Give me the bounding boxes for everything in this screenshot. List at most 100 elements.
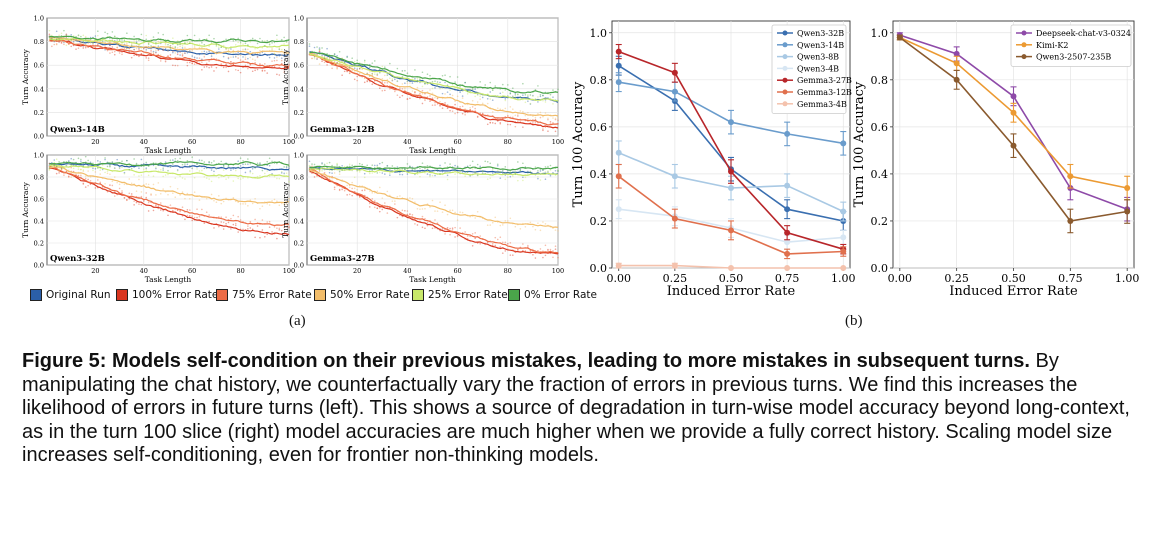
legend-label: 25% Error Rate bbox=[428, 289, 508, 301]
data-point bbox=[348, 72, 351, 75]
data-point bbox=[70, 34, 72, 36]
data-point bbox=[244, 48, 247, 50]
data-point bbox=[167, 193, 169, 196]
data-point bbox=[316, 46, 318, 48]
data-point bbox=[181, 177, 184, 179]
data-point bbox=[75, 164, 77, 167]
data-point bbox=[321, 60, 323, 62]
data-point bbox=[522, 94, 524, 96]
data-point bbox=[431, 80, 434, 83]
data-point bbox=[346, 68, 348, 70]
data-point bbox=[474, 88, 476, 91]
data-point bbox=[278, 47, 281, 50]
data-point bbox=[203, 161, 206, 163]
data-point bbox=[176, 169, 179, 171]
data-point bbox=[459, 86, 461, 88]
data-point bbox=[336, 68, 338, 70]
data-point bbox=[424, 99, 426, 102]
data-point bbox=[152, 183, 155, 186]
data-point bbox=[152, 36, 155, 38]
data-point bbox=[386, 74, 389, 76]
data-point bbox=[164, 161, 167, 163]
data-point bbox=[84, 44, 87, 46]
data-point bbox=[249, 220, 252, 223]
data-point bbox=[145, 196, 148, 199]
data-point bbox=[196, 216, 198, 219]
data-point bbox=[539, 93, 542, 96]
data-point bbox=[237, 69, 239, 72]
data-point bbox=[155, 52, 157, 54]
data-point bbox=[75, 173, 77, 176]
data-point bbox=[201, 159, 203, 162]
data-point bbox=[348, 67, 351, 69]
data-point bbox=[155, 42, 157, 44]
data-point bbox=[109, 52, 111, 54]
data-point bbox=[101, 168, 104, 171]
data-point bbox=[404, 209, 406, 212]
data-point bbox=[251, 202, 254, 205]
data-point bbox=[283, 68, 285, 71]
legend-label: Deepseek-chat-v3-0324 bbox=[1036, 29, 1131, 38]
data-point bbox=[63, 167, 65, 169]
data-point bbox=[338, 188, 341, 191]
data-point bbox=[75, 43, 77, 45]
data-point bbox=[218, 195, 220, 197]
data-point bbox=[234, 68, 237, 71]
data-point bbox=[227, 49, 230, 51]
data-point bbox=[198, 164, 201, 167]
data-point bbox=[542, 94, 544, 97]
legend-label: 100% Error Rate bbox=[132, 289, 219, 301]
data-point bbox=[411, 82, 414, 84]
data-point bbox=[507, 123, 509, 126]
data-point bbox=[118, 187, 121, 190]
data-point bbox=[167, 169, 169, 172]
data-point bbox=[259, 162, 261, 164]
data-point bbox=[271, 200, 273, 202]
data-point bbox=[186, 50, 189, 53]
data-point bbox=[373, 73, 376, 76]
data-point bbox=[266, 221, 269, 223]
data-point bbox=[361, 68, 364, 71]
data-point bbox=[176, 43, 179, 46]
data-point bbox=[326, 52, 328, 55]
data-point bbox=[373, 78, 376, 81]
data-point bbox=[552, 122, 554, 124]
data-point bbox=[276, 200, 278, 203]
data-point bbox=[276, 73, 278, 76]
data-point bbox=[157, 207, 160, 210]
data-point bbox=[164, 48, 167, 50]
data-point bbox=[519, 168, 522, 171]
data-point bbox=[84, 38, 87, 41]
data-point bbox=[155, 43, 157, 46]
data-point bbox=[106, 170, 109, 172]
data-point bbox=[431, 87, 434, 90]
data-point bbox=[188, 164, 191, 167]
data-point bbox=[283, 166, 285, 168]
data-point bbox=[111, 31, 114, 33]
data-point bbox=[198, 215, 201, 218]
data-point bbox=[133, 35, 135, 38]
series-line bbox=[309, 166, 559, 175]
data-point bbox=[368, 71, 371, 73]
data-point bbox=[363, 81, 366, 84]
data-point bbox=[471, 88, 474, 91]
x-tick-label: 80 bbox=[236, 267, 244, 275]
data-point bbox=[222, 164, 225, 167]
data-point bbox=[65, 44, 68, 47]
data-point bbox=[456, 95, 459, 98]
data-point bbox=[280, 57, 283, 60]
data-point bbox=[371, 72, 374, 75]
data-point bbox=[466, 93, 469, 95]
data-point bbox=[77, 174, 80, 177]
data-point bbox=[179, 194, 181, 196]
data-point bbox=[409, 165, 411, 168]
data-point bbox=[514, 114, 517, 117]
data-point bbox=[104, 188, 106, 191]
data-point bbox=[336, 61, 338, 64]
data-point bbox=[208, 66, 210, 69]
data-point bbox=[436, 103, 439, 105]
data-point bbox=[181, 163, 184, 166]
data-point bbox=[143, 168, 145, 170]
data-point bbox=[65, 164, 68, 167]
data-point bbox=[162, 33, 164, 36]
